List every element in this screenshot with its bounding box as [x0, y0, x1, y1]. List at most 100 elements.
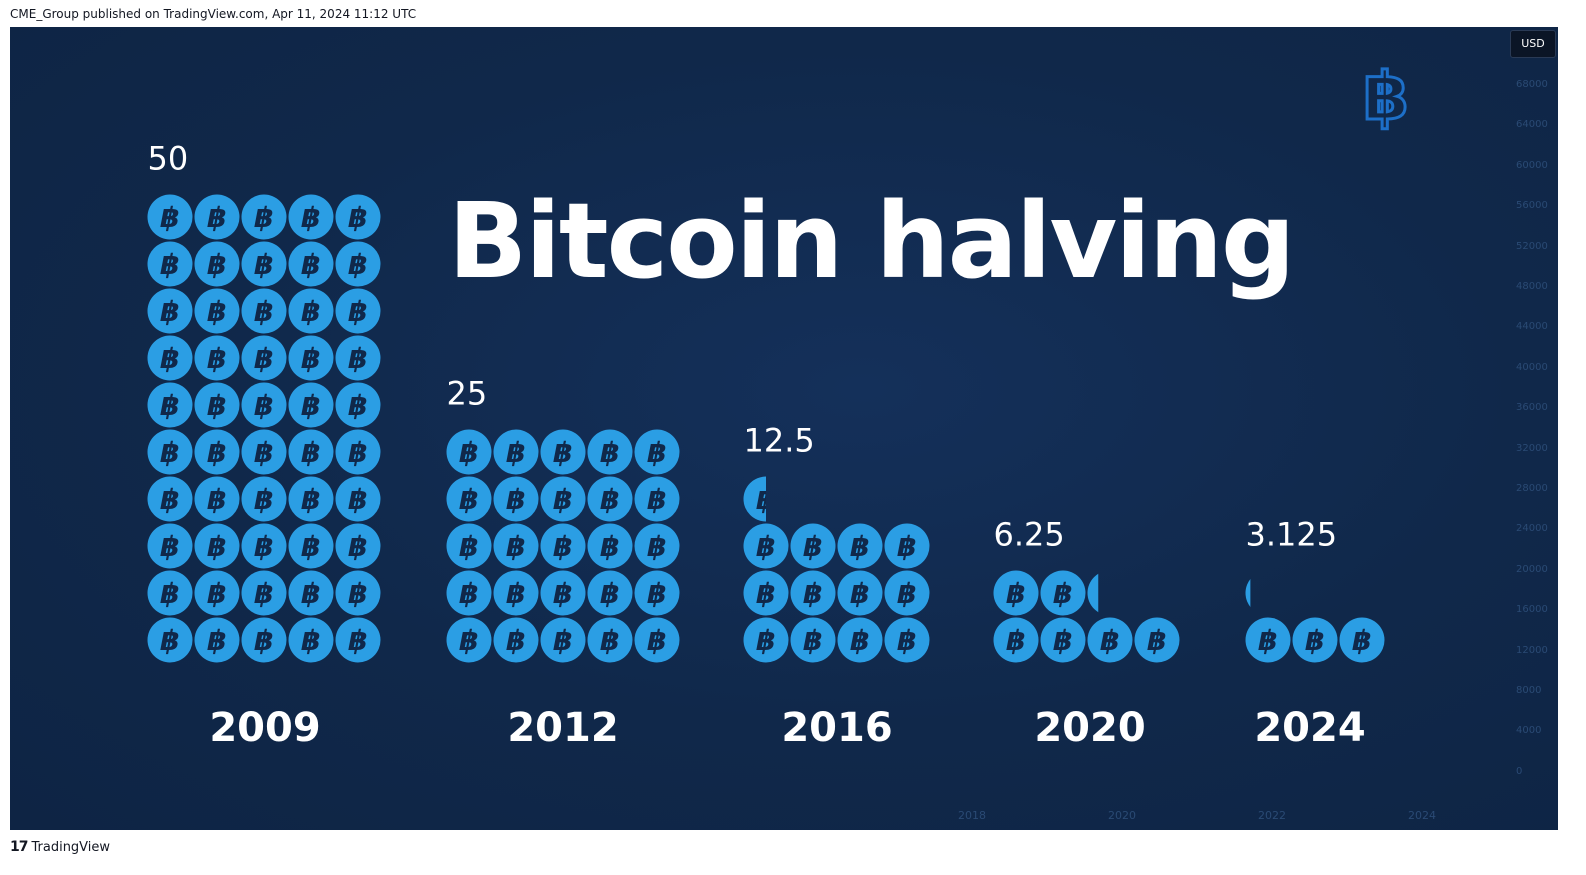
bitcoin-outline-icon: ฿ [1362, 57, 1411, 137]
price-tick: 4000 [1516, 725, 1542, 737]
bitcoin-coin-icon: ฿ [743, 570, 789, 616]
coin-stack-2016: ฿฿฿฿฿฿฿฿฿฿฿฿฿ [743, 476, 930, 663]
tradingview-logo-icon: 17 [10, 839, 29, 855]
bitcoin-coin-icon: ฿ [335, 241, 381, 287]
svg-text:฿: ฿ [850, 624, 869, 657]
bitcoin-coin-icon: ฿ [288, 523, 334, 569]
bitcoin-coin-icon: ฿ [335, 523, 381, 569]
price-tick: 0 [1516, 765, 1523, 777]
bitcoin-coin-icon: ฿ [837, 617, 883, 663]
bitcoin-coin-icon: ฿ [147, 476, 193, 522]
bitcoin-coin-icon: ฿ [194, 476, 240, 522]
bitcoin-coin-icon: ฿ [446, 617, 492, 663]
svg-text:฿: ฿ [301, 577, 320, 610]
svg-text:฿: ฿ [756, 483, 775, 516]
svg-text:฿: ฿ [506, 483, 525, 516]
svg-text:฿: ฿ [647, 577, 666, 610]
bitcoin-coin-icon: ฿ [1040, 617, 1086, 663]
bitcoin-coin-icon: ฿ [1134, 617, 1180, 663]
price-tick: 60000 [1516, 159, 1548, 171]
bitcoin-coin-icon: ฿ [493, 429, 539, 475]
bitcoin-coin-icon: ฿ [335, 288, 381, 334]
svg-text:฿: ฿ [553, 436, 572, 469]
svg-text:฿: ฿ [348, 342, 367, 375]
svg-text:฿: ฿ [506, 577, 525, 610]
bitcoin-coin-icon: ฿ [587, 570, 633, 616]
time-tick: 2022 [1258, 809, 1286, 822]
bitcoin-coin-icon: ฿ [147, 429, 193, 475]
bitcoin-coin-icon: ฿ [194, 335, 240, 381]
svg-text:฿: ฿ [553, 483, 572, 516]
bitcoin-coin-icon: ฿ [241, 335, 287, 381]
bitcoin-coin-icon: ฿ [493, 617, 539, 663]
bitcoin-coin-icon: ฿ [993, 570, 1039, 616]
svg-text:฿: ฿ [301, 389, 320, 422]
svg-text:฿: ฿ [207, 248, 226, 281]
svg-text:฿: ฿ [850, 577, 869, 610]
svg-text:฿: ฿ [207, 436, 226, 469]
svg-text:฿: ฿ [1352, 624, 1371, 657]
svg-text:฿: ฿ [459, 483, 478, 516]
currency-badge[interactable]: USD [1510, 30, 1556, 58]
svg-text:฿: ฿ [160, 389, 179, 422]
bitcoin-coin-icon: ฿ [540, 429, 586, 475]
svg-text:฿: ฿ [160, 295, 179, 328]
year-label: 2009 [209, 705, 320, 751]
bitcoin-coin-icon: ฿ [288, 335, 334, 381]
svg-text:฿: ฿ [756, 624, 775, 657]
year-label: 2016 [781, 705, 892, 751]
svg-text:฿: ฿ [207, 624, 226, 657]
bitcoin-coin-icon: ฿ [743, 617, 789, 663]
svg-text:฿: ฿ [803, 530, 822, 563]
tradingview-brand[interactable]: 17 TradingView [10, 839, 110, 855]
bitcoin-coin-icon: ฿ [1245, 579, 1251, 607]
bitcoin-coin-icon: ฿ [288, 476, 334, 522]
bitcoin-coin-icon: ฿ [884, 570, 930, 616]
bitcoin-coin-icon: ฿ [194, 194, 240, 240]
bitcoin-coin-icon: ฿ [147, 570, 193, 616]
svg-text:฿: ฿ [207, 201, 226, 234]
svg-text:฿: ฿ [600, 436, 619, 469]
bitcoin-coin-icon: ฿ [335, 617, 381, 663]
bitcoin-coin-icon: ฿ [147, 523, 193, 569]
svg-text:฿: ฿ [459, 577, 478, 610]
bitcoin-coin-icon: ฿ [634, 523, 680, 569]
svg-text:฿: ฿ [160, 201, 179, 234]
bitcoin-coin-icon: ฿ [837, 523, 883, 569]
bitcoin-coin-icon: ฿ [194, 617, 240, 663]
bitcoin-coin-icon: ฿ [1292, 617, 1338, 663]
svg-text:฿: ฿ [756, 530, 775, 563]
bitcoin-coin-icon: ฿ [241, 429, 287, 475]
svg-text:฿: ฿ [1100, 624, 1119, 657]
svg-text:฿: ฿ [1305, 624, 1324, 657]
svg-text:฿: ฿ [600, 483, 619, 516]
bitcoin-coin-icon: ฿ [884, 617, 930, 663]
price-tick: 56000 [1516, 200, 1548, 212]
svg-text:฿: ฿ [506, 530, 525, 563]
svg-text:฿: ฿ [348, 483, 367, 516]
bitcoin-coin-icon: ฿ [587, 617, 633, 663]
svg-text:฿: ฿ [348, 530, 367, 563]
year-label: 2024 [1254, 705, 1365, 751]
svg-text:฿: ฿ [301, 624, 320, 657]
bitcoin-coin-icon: ฿ [634, 570, 680, 616]
bitcoin-coin-icon: ฿ [147, 194, 193, 240]
price-tick: 48000 [1516, 281, 1548, 292]
svg-text:฿: ฿ [207, 530, 226, 563]
time-tick: 2018 [958, 809, 986, 822]
svg-text:฿: ฿ [1053, 577, 1072, 610]
svg-text:฿: ฿ [254, 436, 273, 469]
svg-text:฿: ฿ [254, 624, 273, 657]
svg-text:฿: ฿ [348, 248, 367, 281]
svg-text:฿: ฿ [348, 295, 367, 328]
svg-text:฿: ฿ [160, 624, 179, 657]
svg-text:฿: ฿ [1053, 624, 1072, 657]
svg-text:฿: ฿ [348, 577, 367, 610]
bitcoin-coin-icon: ฿ [147, 335, 193, 381]
bitcoin-coin-icon: ฿ [335, 335, 381, 381]
bitcoin-coin-icon: ฿ [288, 429, 334, 475]
bitcoin-coin-icon: ฿ [241, 241, 287, 287]
chart-canvas[interactable]: 68000 64000 60000 56000 52000 48000 44000 40000… [10, 27, 1558, 830]
svg-text:฿: ฿ [647, 530, 666, 563]
svg-text:฿: ฿ [348, 624, 367, 657]
